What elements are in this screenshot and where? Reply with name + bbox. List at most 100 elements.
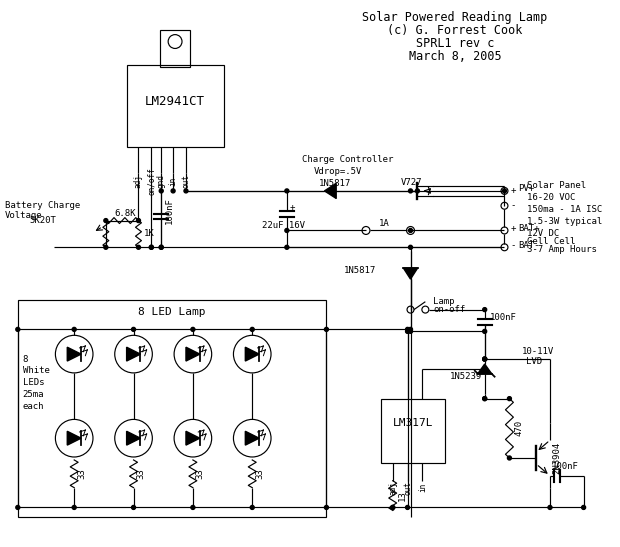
Polygon shape: [126, 431, 141, 445]
Circle shape: [409, 229, 412, 232]
Bar: [160, 30, 190, 67]
Circle shape: [136, 219, 141, 223]
Text: out: out: [403, 481, 412, 494]
Text: 1N5817: 1N5817: [319, 179, 351, 189]
Text: Voltage: Voltage: [5, 211, 43, 220]
Text: 8 LED Lamp: 8 LED Lamp: [138, 306, 206, 317]
Text: 1N5239: 1N5239: [450, 372, 482, 381]
Circle shape: [483, 397, 487, 400]
Text: Solar Powered Reading Lamp: Solar Powered Reading Lamp: [363, 11, 547, 24]
Text: SPRL1 rev c: SPRL1 rev c: [416, 37, 494, 50]
Text: 1N5817: 1N5817: [344, 265, 376, 275]
Circle shape: [16, 328, 20, 331]
Circle shape: [391, 505, 395, 509]
Text: Charge Controller: Charge Controller: [302, 155, 393, 164]
Circle shape: [483, 307, 487, 312]
Circle shape: [72, 328, 76, 331]
Text: LM317L: LM317L: [392, 418, 433, 428]
Circle shape: [191, 328, 195, 331]
Polygon shape: [126, 347, 141, 361]
Polygon shape: [67, 431, 81, 445]
Text: 13: 13: [397, 490, 407, 501]
Text: 5K20T: 5K20T: [30, 216, 56, 225]
Polygon shape: [186, 431, 200, 445]
Circle shape: [483, 367, 487, 371]
Circle shape: [507, 397, 512, 400]
Text: 6.8K: 6.8K: [115, 209, 136, 218]
Circle shape: [507, 456, 512, 460]
Circle shape: [131, 328, 136, 331]
Text: Gell Cell: Gell Cell: [527, 237, 575, 246]
Circle shape: [171, 189, 175, 193]
Circle shape: [250, 328, 254, 331]
Circle shape: [72, 505, 76, 509]
Circle shape: [159, 189, 163, 193]
Text: -: -: [510, 241, 516, 250]
Bar: [18, 300, 326, 517]
Text: BAT+: BAT+: [518, 224, 540, 233]
Circle shape: [136, 245, 141, 249]
Text: +: +: [510, 224, 516, 233]
Circle shape: [159, 245, 163, 249]
Text: BAT-: BAT-: [518, 241, 540, 250]
Circle shape: [149, 245, 153, 249]
Text: 100nF: 100nF: [165, 197, 174, 224]
Circle shape: [285, 245, 289, 249]
Circle shape: [405, 328, 410, 331]
Circle shape: [415, 189, 419, 193]
Text: LEDs: LEDs: [23, 379, 44, 387]
Circle shape: [582, 505, 586, 509]
Polygon shape: [186, 347, 200, 361]
Circle shape: [191, 505, 195, 509]
Circle shape: [548, 505, 552, 509]
Circle shape: [104, 219, 108, 223]
Text: 22uF 16V: 22uF 16V: [262, 221, 305, 230]
Polygon shape: [324, 184, 335, 198]
Text: White: White: [23, 366, 50, 375]
Text: adj: adj: [388, 481, 397, 494]
Text: 150ma - 1A ISC: 150ma - 1A ISC: [527, 205, 603, 214]
Text: 3-7 Amp Hours: 3-7 Amp Hours: [527, 245, 597, 254]
Text: 2N3904: 2N3904: [552, 442, 561, 474]
Text: 100nF: 100nF: [490, 313, 516, 322]
Text: 33: 33: [136, 468, 146, 479]
Circle shape: [409, 329, 412, 333]
Text: Vdrop=.5V: Vdrop=.5V: [314, 167, 362, 176]
Circle shape: [250, 505, 254, 509]
Circle shape: [409, 189, 412, 193]
Circle shape: [405, 329, 410, 333]
Text: on/off: on/off: [147, 167, 156, 195]
Circle shape: [409, 245, 412, 249]
Text: 33: 33: [77, 468, 86, 479]
Polygon shape: [67, 347, 81, 361]
Circle shape: [502, 189, 507, 193]
Text: (c) G. Forrest Cook: (c) G. Forrest Cook: [388, 24, 523, 37]
Circle shape: [184, 189, 188, 193]
Circle shape: [285, 189, 289, 193]
Circle shape: [149, 245, 153, 249]
Text: 25ma: 25ma: [23, 390, 44, 399]
Polygon shape: [404, 268, 418, 279]
Text: on-off: on-off: [433, 305, 466, 314]
Text: Battery Charge: Battery Charge: [5, 201, 80, 210]
Text: +: +: [510, 187, 516, 195]
Text: March 8, 2005: March 8, 2005: [409, 50, 502, 63]
Circle shape: [159, 245, 163, 249]
Circle shape: [483, 329, 487, 333]
Text: 1K: 1K: [143, 229, 154, 238]
Circle shape: [483, 357, 487, 361]
Text: PV+: PV+: [518, 184, 534, 194]
Text: +: +: [290, 203, 295, 212]
Text: in: in: [169, 176, 177, 185]
Text: 33: 33: [196, 468, 205, 479]
Text: each: each: [23, 402, 44, 411]
Text: 1.5-3W typical: 1.5-3W typical: [527, 217, 603, 226]
Text: LM2941CT: LM2941CT: [145, 95, 205, 108]
Polygon shape: [246, 431, 259, 445]
Text: 100nF: 100nF: [552, 462, 579, 472]
Circle shape: [483, 357, 487, 361]
Text: 10-11V: 10-11V: [522, 347, 554, 356]
Text: 470: 470: [515, 420, 523, 437]
Circle shape: [409, 328, 412, 331]
Text: -: -: [510, 201, 516, 210]
